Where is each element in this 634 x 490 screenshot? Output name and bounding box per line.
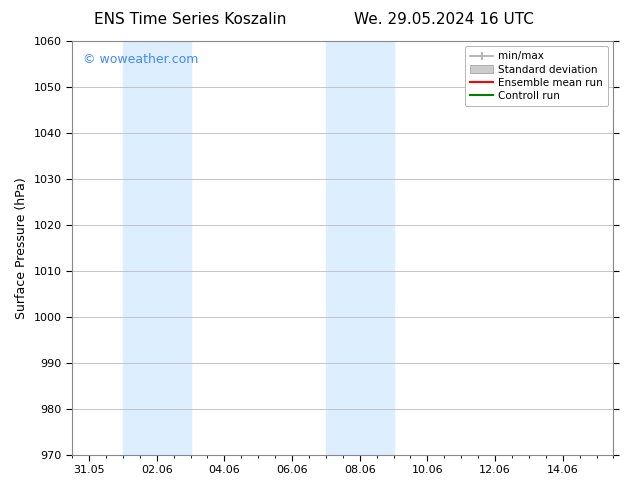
Text: ENS Time Series Koszalin: ENS Time Series Koszalin: [94, 12, 287, 27]
Legend: min/max, Standard deviation, Ensemble mean run, Controll run: min/max, Standard deviation, Ensemble me…: [465, 46, 608, 106]
Text: We. 29.05.2024 16 UTC: We. 29.05.2024 16 UTC: [354, 12, 534, 27]
Bar: [326, 41, 394, 455]
Text: © woweather.com: © woweather.com: [83, 53, 198, 67]
Bar: [123, 41, 190, 455]
Y-axis label: Surface Pressure (hPa): Surface Pressure (hPa): [15, 177, 28, 318]
